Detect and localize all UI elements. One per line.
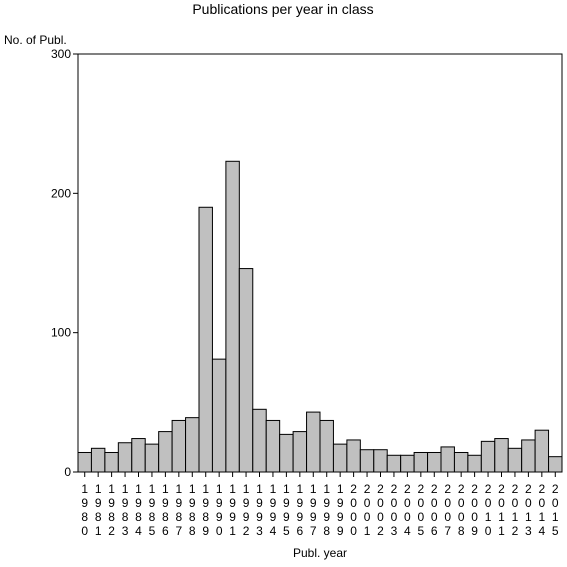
bar-1986 bbox=[158, 431, 173, 473]
bar-1992 bbox=[238, 268, 254, 473]
bar-2003 bbox=[386, 454, 402, 473]
bar-2001 bbox=[359, 449, 375, 473]
bar-2013 bbox=[521, 439, 536, 473]
bar-1998 bbox=[319, 419, 334, 473]
bar-1989 bbox=[198, 206, 213, 473]
chart-title: Publications per year in class bbox=[192, 1, 373, 17]
bar-1987 bbox=[171, 419, 187, 473]
bar-2007 bbox=[440, 446, 455, 473]
bar-1982 bbox=[104, 451, 119, 473]
bar-1988 bbox=[185, 417, 200, 473]
y-tick-label: 300 bbox=[51, 47, 71, 61]
plot-frame bbox=[77, 53, 563, 473]
bar-2014 bbox=[534, 429, 550, 473]
x-axis-label: Publ. year bbox=[293, 546, 347, 560]
bar-2010 bbox=[480, 440, 496, 473]
bar-1995 bbox=[279, 433, 294, 473]
bar-1983 bbox=[117, 442, 133, 473]
bar-2005 bbox=[413, 451, 429, 473]
bar-2009 bbox=[467, 454, 482, 473]
bar-1996 bbox=[292, 431, 308, 473]
bar-2002 bbox=[373, 449, 388, 473]
bars-group bbox=[77, 160, 563, 473]
bar-1993 bbox=[252, 408, 267, 473]
bar-2008 bbox=[453, 451, 469, 473]
y-tick-label: 200 bbox=[51, 186, 71, 200]
bar-1980 bbox=[77, 451, 92, 473]
bar-1985 bbox=[144, 443, 160, 473]
bar-2015 bbox=[548, 456, 563, 473]
y-tick-label: 0 bbox=[64, 465, 71, 479]
bar-2006 bbox=[427, 451, 442, 473]
y-axis-label: No. of Publ. bbox=[4, 33, 67, 47]
bar-1990 bbox=[211, 358, 227, 473]
bar-1994 bbox=[265, 419, 281, 473]
bar-1981 bbox=[90, 447, 106, 473]
bar-1999 bbox=[332, 443, 348, 473]
bar-1997 bbox=[306, 411, 321, 473]
x-axis: 1 9 8 0 1 9 8 1 1 9 8 2 1 9 8 3 1 9 8 4 1 9 8 5 1 9 8 6 1 9 8 7 1 9 8 8 1 9 8 9… bbox=[81, 472, 559, 538]
y-tick-label: 100 bbox=[51, 326, 71, 340]
bar-2004 bbox=[400, 454, 415, 473]
y-axis: 0 100 200 300 bbox=[51, 47, 78, 479]
bar-2000 bbox=[346, 439, 361, 473]
bar-1991 bbox=[225, 160, 240, 473]
bar-2012 bbox=[507, 447, 523, 473]
bar-2011 bbox=[494, 438, 509, 473]
bar-1984 bbox=[131, 438, 146, 473]
